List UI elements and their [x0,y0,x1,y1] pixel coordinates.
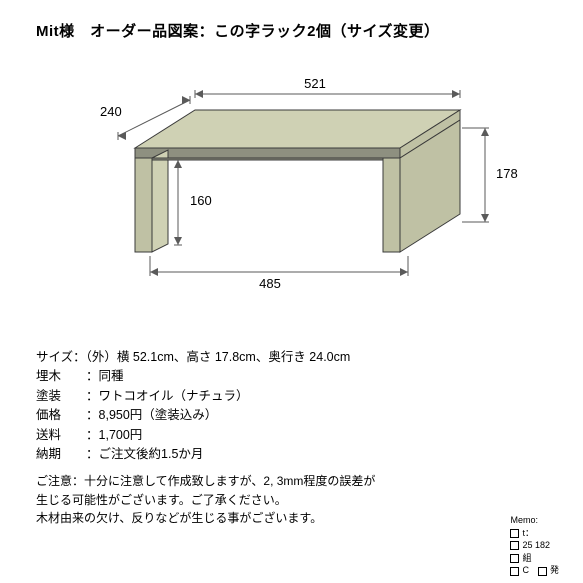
diagram-svg: 240 521 160 178 485 [40,60,540,310]
checkbox-icon [510,529,519,538]
checkbox-icon [510,541,519,550]
memo-block: Memo: t： 25 182 組 C 発 [510,514,559,577]
dim-height-outer: 178 [496,166,518,181]
notes-block: ご注意：十分に注意して作成致しますが、2, 3mm程度の誤差が 生じる可能性がご… [36,472,375,528]
dim-height-inner: 160 [190,193,212,208]
spec-finish-label: 塗装 [36,387,61,406]
spec-block: サイズ：（外）横 52.1cm、高さ 17.8cm、奥行き 24.0cm 埋木 … [36,348,350,464]
memo-row-3: 組 [510,552,559,565]
spec-ship: 送料 ：1,700円 [36,426,350,445]
checkbox-icon [510,567,519,576]
memo-header: Memo: [510,514,559,527]
spec-lead-label: 納期 [36,445,61,464]
memo-row-1: t： [510,527,559,540]
memo-row-4: C 発 [510,564,559,577]
spec-price-label: 価格 [36,406,61,425]
spec-finish-value: ：ワトコオイル（ナチュラ） [86,389,249,403]
spec-price: 価格 ：8,950円（塗装込み） [36,406,350,425]
spec-price-value: ：8,950円（塗装込み） [86,408,217,422]
memo-row-2: 25 182 [510,539,559,552]
spec-wood: 埋木 ：同種 [36,367,350,386]
spec-size-value: ：（外）横 52.1cm、高さ 17.8cm、奥行き 24.0cm [73,350,350,364]
note-line-2: 生じる可能性がございます。ご了承ください。 [36,491,375,510]
page-title: Mit様 オーダー品図案：この字ラック2個（サイズ変更） [36,20,440,41]
spec-wood-label: 埋木 [36,367,61,386]
note-line-1: ご注意：十分に注意して作成致しますが、2, 3mm程度の誤差が [36,472,375,491]
dim-width-bottom: 485 [259,276,281,291]
spec-wood-value: ：同種 [86,369,124,383]
page: Mit様 オーダー品図案：この字ラック2個（サイズ変更） [0,0,583,583]
checkbox-icon [538,567,547,576]
spec-lead: 納期 ：ご注文後約1.5か月 [36,445,350,464]
dim-width-top: 521 [304,76,326,91]
spec-lead-value: ：ご注文後約1.5か月 [86,447,203,461]
rack-diagram: 240 521 160 178 485 [40,60,540,310]
spec-ship-value: ：1,700円 [86,428,142,442]
spec-size-label: サイズ [36,348,73,367]
dim-depth: 240 [100,104,122,119]
checkbox-icon [510,554,519,563]
spec-finish: 塗装 ：ワトコオイル（ナチュラ） [36,387,350,406]
note-line-3: 木材由来の欠け、反りなどが生じる事がございます。 [36,509,375,528]
spec-size: サイズ：（外）横 52.1cm、高さ 17.8cm、奥行き 24.0cm [36,348,350,367]
spec-ship-label: 送料 [36,426,61,445]
